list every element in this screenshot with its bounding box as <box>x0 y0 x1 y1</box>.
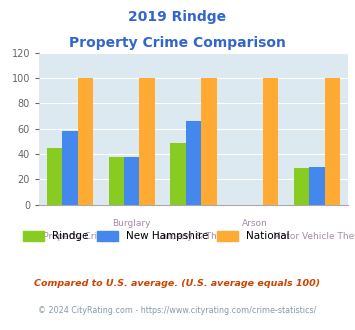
Bar <box>109 156 124 205</box>
Bar <box>47 148 62 205</box>
Text: Property Crime Comparison: Property Crime Comparison <box>69 36 286 50</box>
Text: Arson: Arson <box>242 219 268 228</box>
Bar <box>78 78 93 205</box>
Bar <box>309 167 325 205</box>
Text: Compared to U.S. average. (U.S. average equals 100): Compared to U.S. average. (U.S. average … <box>34 279 321 288</box>
Bar <box>186 121 201 205</box>
Bar <box>62 131 78 205</box>
Bar <box>201 78 217 205</box>
Text: Motor Vehicle Theft: Motor Vehicle Theft <box>273 232 355 241</box>
Bar <box>294 168 309 205</box>
Text: © 2024 CityRating.com - https://www.cityrating.com/crime-statistics/: © 2024 CityRating.com - https://www.city… <box>38 306 317 315</box>
Bar <box>325 78 340 205</box>
Legend: Rindge, New Hampshire, National: Rindge, New Hampshire, National <box>23 231 289 242</box>
Text: 2019 Rindge: 2019 Rindge <box>129 10 226 24</box>
Bar <box>263 78 278 205</box>
Bar <box>140 78 155 205</box>
Text: Larceny & Theft: Larceny & Theft <box>157 232 230 241</box>
Text: All Property Crime: All Property Crime <box>29 232 111 241</box>
Bar <box>124 156 140 205</box>
Text: Burglary: Burglary <box>113 219 151 228</box>
Bar <box>170 143 186 205</box>
